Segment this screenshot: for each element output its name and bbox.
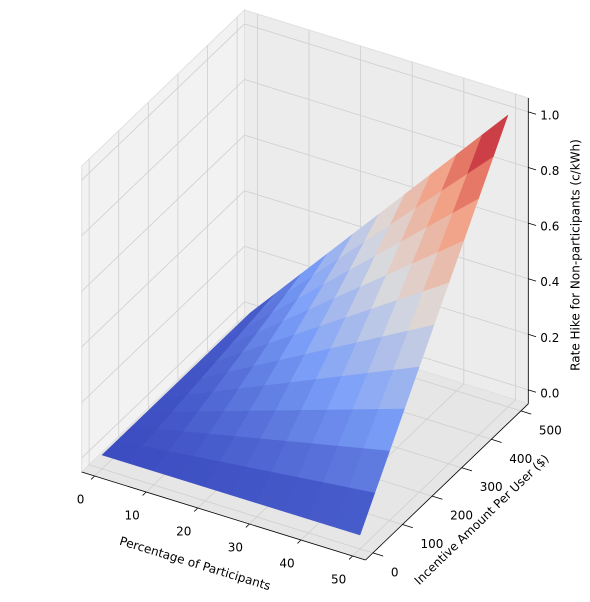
y-tick-label: 200	[450, 509, 473, 523]
y-tick-label: 400	[509, 452, 532, 466]
z-tick-label: 0.0	[540, 386, 559, 400]
z-tick-label: 1.0	[540, 108, 559, 122]
z-tick-label: 0.6	[540, 220, 559, 234]
grid-line	[244, 134, 529, 224]
y-tick-label: 300	[480, 480, 503, 494]
x-tick	[142, 491, 147, 496]
x-tick-label: 50	[331, 573, 346, 587]
x-tick	[348, 555, 353, 560]
surface-cell	[333, 487, 376, 536]
x-tick-label: 20	[176, 525, 191, 539]
x-tick	[245, 523, 250, 528]
z-tick-label: 0.8	[540, 164, 559, 178]
x-axis-line	[81, 471, 366, 561]
y-tick-label: 100	[421, 537, 444, 551]
z-axis-label: Rate Hike for Non-participants (c/kWh)	[569, 139, 583, 371]
x-tick-label: 30	[228, 541, 243, 555]
grid-line	[88, 464, 374, 554]
y-tick	[372, 552, 384, 557]
z-tick	[528, 111, 537, 115]
x-tick-label: 40	[279, 557, 294, 571]
y-tick	[520, 410, 532, 415]
x-axis-label: Percentage of Participants	[118, 534, 272, 593]
y-tick	[402, 524, 413, 529]
z-tick	[528, 333, 537, 338]
grid-line	[244, 23, 529, 113]
z-tick-label: 0.2	[540, 331, 559, 345]
z-tick	[528, 278, 537, 282]
grid-line	[81, 23, 245, 181]
x-tick-label: 0	[77, 493, 85, 507]
z-tick	[528, 389, 537, 393]
grid-line	[81, 301, 245, 459]
x-tick	[90, 475, 95, 480]
x-tick	[297, 539, 302, 544]
z-tick	[528, 167, 537, 171]
y-tick-label: 500	[539, 423, 562, 437]
z-tick	[528, 222, 537, 226]
grid-line	[352, 399, 516, 557]
grid-line	[81, 134, 245, 292]
x-tick-label: 10	[125, 509, 140, 523]
grid-line	[81, 190, 245, 348]
z-tick-label: 0.4	[540, 275, 559, 289]
y-tick	[461, 467, 473, 472]
grid-line	[81, 246, 245, 403]
grid-line	[81, 79, 245, 236]
y-tick-label: 0	[391, 565, 399, 579]
x-tick	[193, 507, 199, 512]
y-axis-line	[365, 403, 529, 561]
y-tick	[491, 438, 502, 443]
y-tick	[431, 495, 443, 500]
